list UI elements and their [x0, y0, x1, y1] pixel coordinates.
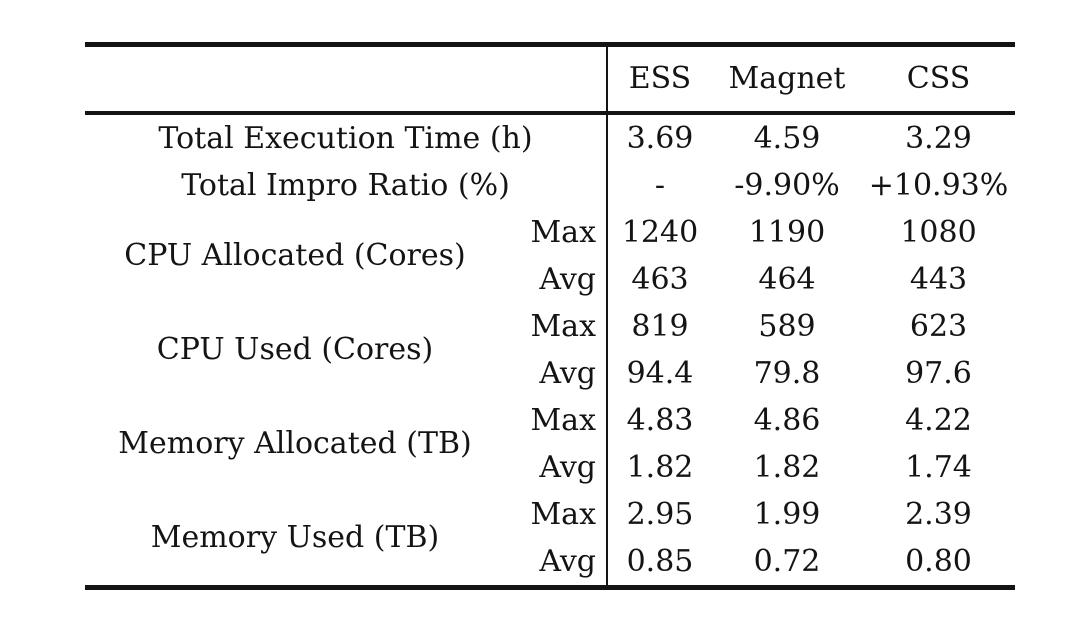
cell-value: 1240 — [621, 214, 699, 250]
results-table: ESS Magnet CSS Total Execution Time (h) … — [85, 42, 1015, 590]
sub-label-avg: Avg — [505, 444, 608, 491]
cell-value: 819 — [631, 308, 689, 344]
cell-value: 79.8 — [753, 355, 821, 391]
table-row-cpu-allocated-max: CPU Allocated (Cores) Max 1240 1190 1080 — [85, 209, 1015, 272]
sub-label-max: Max — [505, 491, 608, 538]
row-label: Total Execution Time (h) — [85, 113, 608, 162]
sub-label-max: Max — [505, 303, 608, 350]
cell-value: 0.72 — [753, 543, 821, 579]
cell-value: 2.39 — [905, 496, 972, 532]
cell-value: 1.82 — [626, 449, 694, 485]
cell-value: 94.4 — [626, 355, 694, 391]
table-header: ESS Magnet CSS — [85, 44, 1015, 115]
cell-value: -9.90% — [734, 167, 840, 203]
cell-value: 3.29 — [905, 120, 972, 156]
sub-label-avg: Avg — [505, 350, 608, 397]
table-row-cpu-used-avg: Avg 94.4 79.8 97.6 — [85, 350, 1015, 397]
cell-value: 1.99 — [753, 496, 821, 532]
corner-cell — [85, 44, 608, 115]
sub-label-avg: Avg — [505, 256, 608, 303]
cell-value: +10.93% — [868, 167, 1009, 203]
column-header-magnet: Magnet — [712, 44, 862, 115]
row-group-label: Memory Used (TB) — [150, 520, 440, 556]
header-row: ESS Magnet CSS — [85, 44, 1015, 115]
row-label: Total Impro Ratio (%) — [85, 162, 608, 209]
cell-value: 623 — [909, 308, 968, 344]
cell-value: 2.95 — [626, 496, 694, 532]
cell-value: 0.85 — [626, 543, 694, 579]
cell-value: 463 — [631, 261, 689, 297]
row-group-label: Memory Allocated (TB) — [118, 426, 472, 462]
cell-value: 4.59 — [753, 120, 821, 156]
cell-value: - — [654, 167, 666, 203]
table-body: Total Execution Time (h) 3.69 4.59 3.29 … — [85, 113, 1015, 588]
row-group-label: CPU Used (Cores) — [156, 332, 434, 368]
cell-value: 1080 — [900, 214, 977, 250]
sub-label-avg: Avg — [505, 538, 608, 588]
cell-value: 0.80 — [905, 543, 972, 579]
cell-value: 589 — [758, 308, 816, 344]
table-row-total-impro-ratio: Total Impro Ratio (%) - -9.90% +10.93% — [85, 162, 1015, 209]
cell-value: 4.83 — [626, 402, 694, 438]
sub-label-max: Max — [505, 397, 608, 444]
column-header-ess: ESS — [607, 44, 712, 115]
cell-value: 443 — [909, 261, 968, 297]
sub-label-max: Max — [505, 209, 608, 256]
cell-value: 4.86 — [753, 402, 821, 438]
table-row-memory-allocated-avg: Avg 1.82 1.82 1.74 — [85, 444, 1015, 491]
table-row-memory-allocated-max: Memory Allocated (TB) Max 4.83 4.86 4.22 — [85, 397, 1015, 460]
cell-value: 464 — [758, 261, 816, 297]
cell-value: 3.69 — [626, 120, 694, 156]
table-row-total-execution-time: Total Execution Time (h) 3.69 4.59 3.29 — [85, 113, 1015, 162]
row-group-label: CPU Allocated (Cores) — [124, 238, 466, 274]
table-row-cpu-used-max: CPU Used (Cores) Max 819 589 623 — [85, 303, 1015, 366]
table-row-memory-used-max: Memory Used (TB) Max 2.95 1.99 2.39 — [85, 491, 1015, 553]
cell-value: 1.82 — [753, 449, 821, 485]
cell-value: 1190 — [748, 214, 826, 250]
cell-value: 1.74 — [905, 449, 972, 485]
table-row-cpu-allocated-avg: Avg 463 464 443 — [85, 256, 1015, 303]
column-header-css: CSS — [862, 44, 1015, 115]
cell-value: 97.6 — [905, 355, 972, 391]
table-row-memory-used-avg: Avg 0.85 0.72 0.80 — [85, 538, 1015, 588]
cell-value: 4.22 — [905, 402, 972, 438]
